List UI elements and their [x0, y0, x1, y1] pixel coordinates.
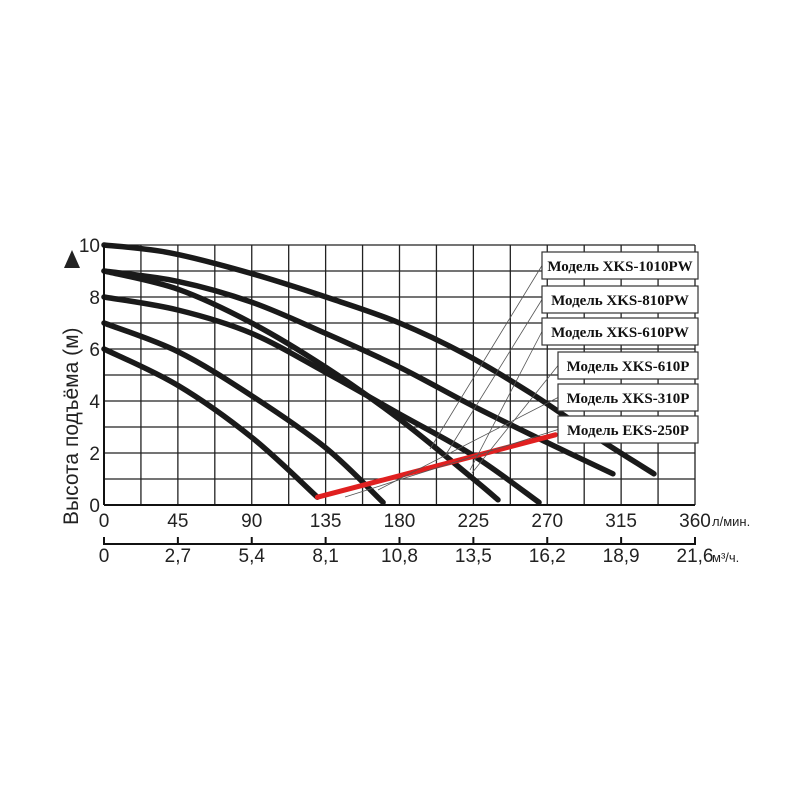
x-tick-label-m3h: 13,5: [455, 546, 492, 567]
x-tick-label-lpm: 0: [99, 511, 110, 532]
x-tick-label-lpm: 180: [384, 511, 416, 532]
y-tick-label: 4: [89, 392, 100, 413]
legend-leader-line: [377, 397, 559, 491]
legend-label: Модель XKS-610PW: [551, 325, 689, 341]
y-axis-arrow-icon: [64, 250, 80, 268]
x-tick-label-lpm: 315: [605, 511, 637, 532]
legend-label: Модель XKS-310P: [567, 391, 690, 407]
x-tick-label-m3h: 2,7: [165, 546, 191, 567]
curve-xks-610p: [101, 268, 501, 503]
legend-label: Модель XKS-810PW: [551, 293, 689, 309]
legend-leader-line: [444, 299, 543, 457]
legend-box: [541, 317, 699, 346]
legend-box: [557, 351, 699, 380]
curve-eks-250p: [101, 346, 321, 500]
legend: Модель XKS-1010PW Модель XKS-810PW Модель …: [541, 251, 699, 444]
x-tick-label-lpm: 135: [310, 511, 342, 532]
legend-label: Модель XKS-610P: [567, 359, 690, 375]
y-tick-label: 2: [89, 444, 100, 465]
x-tick-label-m3h: 8,1: [312, 546, 338, 567]
x-tick-label-m3h: 10,8: [381, 546, 418, 567]
curve-xks-810pw: [101, 268, 616, 477]
x-tick-label-m3h: 18,9: [603, 546, 640, 567]
legend-leader-line: [344, 429, 559, 498]
x-tick-label-lpm: 225: [458, 511, 490, 532]
y-tick-label: 6: [89, 340, 100, 361]
legend-leader-line: [429, 265, 543, 450]
legend-box: [541, 285, 699, 314]
curve-xks-310p: [101, 320, 386, 506]
legend-leader-line: [469, 331, 543, 471]
legend-box: [557, 383, 699, 412]
legend-box: [557, 415, 699, 444]
legend-leaders: [344, 265, 559, 498]
x-tick-label-lpm: 90: [241, 511, 262, 532]
operating-line: [314, 432, 558, 500]
axes: 0 2 4 6 8 10 0 45 90 135 180 225 270 315 360 л/мин. 0 2,7…: [79, 236, 750, 567]
y-axis-label: Высота подъёма (м): [60, 327, 83, 525]
x-tick-label-lpm: 270: [531, 511, 563, 532]
legend-box: [541, 251, 699, 280]
x-unit-lpm: л/мин.: [712, 514, 750, 529]
y-tick-label: 0: [89, 496, 100, 517]
y-tick-label: 10: [79, 236, 100, 257]
legend-label: Модель XKS-1010PW: [547, 259, 692, 275]
x-tick-label-m3h: 21,6: [677, 546, 714, 567]
x-unit-m3h: м³/ч.: [712, 550, 739, 565]
x-tick-label-m3h: 16,2: [529, 546, 566, 567]
x-tick-label-lpm: 360: [679, 511, 711, 532]
x-tick-label-lpm: 45: [167, 511, 188, 532]
y-tick-label: 8: [89, 288, 100, 309]
x-tick-label-m3h: 5,4: [239, 546, 266, 567]
x-tick-label-m3h: 0: [99, 546, 110, 567]
legend-label: Модель EKS-250P: [567, 423, 689, 439]
